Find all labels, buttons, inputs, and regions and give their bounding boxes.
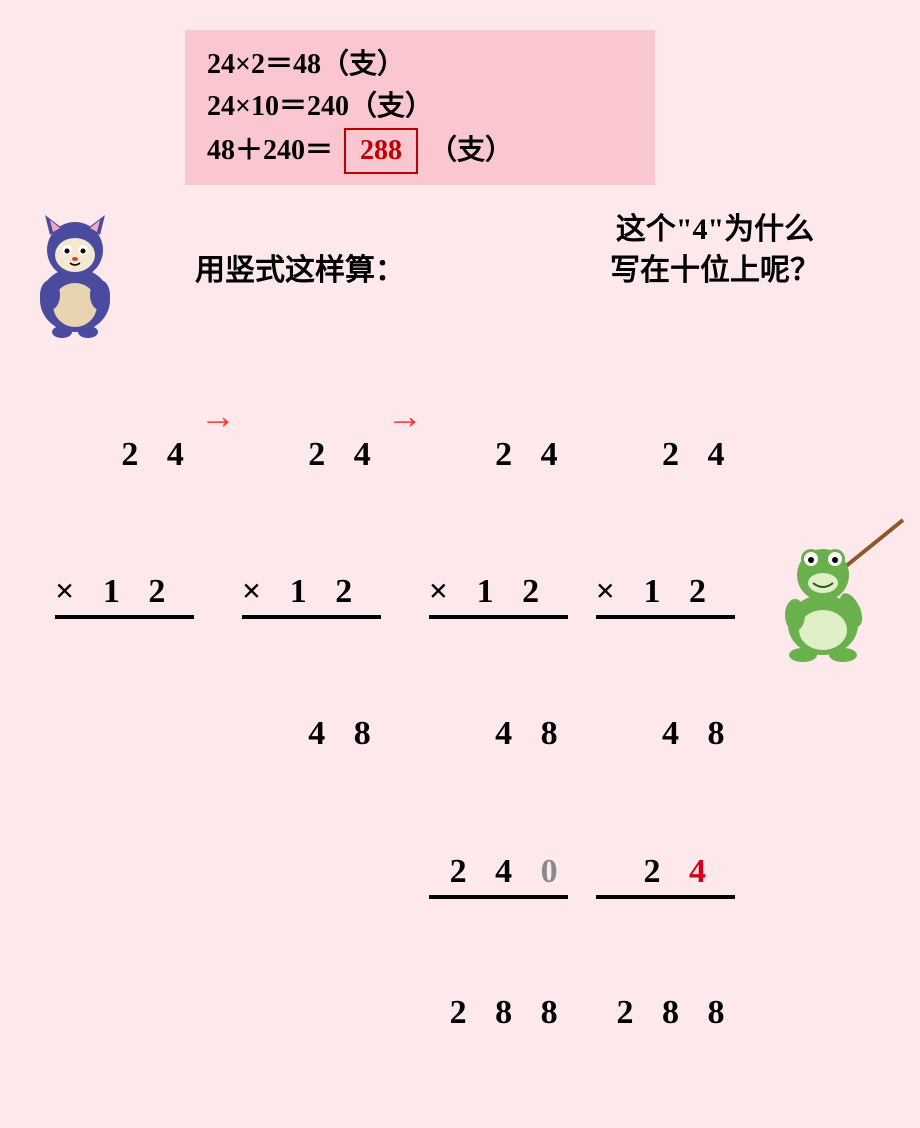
c1-top: 2 4 <box>55 432 194 478</box>
equation-2: 24×10＝240（支） <box>207 86 633 128</box>
c3-288: 2 8 8 <box>429 990 568 1036</box>
red-four: 4 <box>689 853 716 890</box>
c3-top: 2 4 <box>429 432 568 478</box>
equation-3: 48＋240＝ 288 （支） <box>207 128 633 174</box>
equation-1: 24×2＝48（支） <box>207 44 633 86</box>
cat-icon <box>20 210 130 340</box>
c2-top: 2 4 <box>242 432 381 478</box>
eq3-answer-box: 288 <box>344 128 418 174</box>
vertical-calculations: 2 4 × 1 2 → 2 4 × 1 2 4 8 → 2 4 × 1 2 4 … <box>55 340 795 1128</box>
c4-mul: × 1 2 <box>596 569 735 619</box>
calc-step-2: 2 4 × 1 2 4 8 <box>242 340 381 849</box>
c3-mul: × 1 2 <box>429 569 568 619</box>
eq3-prefix: 48＋240＝ <box>207 135 333 166</box>
equations-panel: 24×2＝48（支） 24×10＝240（支） 48＋240＝ 288 （支） <box>185 30 655 185</box>
calc-step-3: 2 4 × 1 2 4 8 2 4 0 2 8 8 <box>429 340 568 1128</box>
c2-mul: × 1 2 <box>242 569 381 619</box>
c4-48: 4 8 <box>596 711 735 757</box>
c4-288: 2 8 8 <box>596 990 735 1036</box>
c4-top: 2 4 <box>596 432 735 478</box>
question-text: 这个"4"为什么写在十位上呢？ <box>610 210 820 291</box>
c3-48: 4 8 <box>429 711 568 757</box>
c3-240: 2 4 0 <box>429 849 568 899</box>
arrow-1: → <box>194 395 242 437</box>
c4-24: 2 4 <box>596 849 735 899</box>
instruction-text: 用竖式这样算： <box>195 245 405 289</box>
eq3-suffix: （支） <box>429 135 513 166</box>
calc-step-1: 2 4 × 1 2 <box>55 340 194 711</box>
gray-zero: 0 <box>541 853 568 890</box>
c1-mul: × 1 2 <box>55 569 194 619</box>
c2-48: 4 8 <box>242 711 381 757</box>
arrow-2: → <box>381 395 429 437</box>
calc-step-4: 2 4 × 1 2 4 8 2 4 2 8 8 <box>596 340 735 1128</box>
